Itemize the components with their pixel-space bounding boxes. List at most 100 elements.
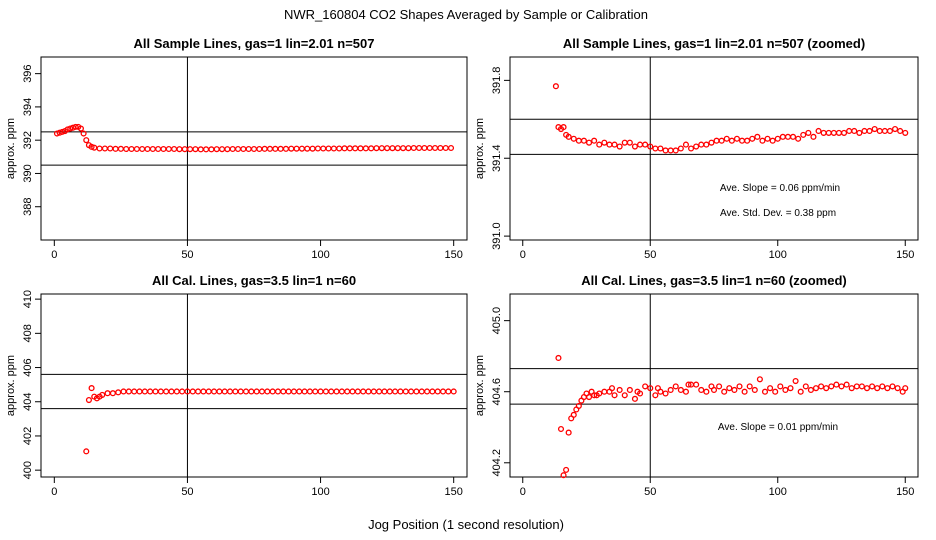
data-point xyxy=(293,145,300,152)
data-point xyxy=(389,145,396,152)
data-point xyxy=(189,388,196,395)
data-point xyxy=(703,141,710,148)
data-point xyxy=(155,145,162,153)
data-point xyxy=(402,388,409,395)
data-point xyxy=(365,388,372,395)
data-point xyxy=(891,125,899,133)
data-point xyxy=(563,466,570,473)
data-point xyxy=(421,144,428,152)
data-point xyxy=(147,388,154,395)
data-point xyxy=(889,383,896,390)
data-point xyxy=(221,388,228,395)
data-point xyxy=(733,135,740,142)
data-point xyxy=(721,388,728,395)
data-point xyxy=(616,386,623,393)
data-point xyxy=(282,145,290,152)
data-point xyxy=(240,145,247,153)
data-point xyxy=(426,144,433,152)
data-point xyxy=(575,402,582,409)
y-tick-label: 391.4 xyxy=(491,144,503,172)
data-point xyxy=(657,145,664,152)
data-points xyxy=(555,354,909,479)
data-point xyxy=(242,388,250,395)
y-tick-label: 391.0 xyxy=(491,222,503,250)
data-point xyxy=(726,385,733,392)
data-point xyxy=(219,146,226,153)
data-point xyxy=(123,145,130,153)
data-point xyxy=(229,145,236,153)
y-tick-label: 404.6 xyxy=(491,378,503,406)
data-point xyxy=(698,386,705,393)
data-point xyxy=(825,129,832,136)
y-axis-label: approx. ppm xyxy=(5,118,17,179)
data-point xyxy=(248,388,255,395)
data-point xyxy=(83,448,90,455)
y-tick-label: 388 xyxy=(22,198,34,216)
data-point xyxy=(687,145,695,152)
data-point xyxy=(179,388,186,395)
data-point xyxy=(410,144,417,152)
data-point xyxy=(767,385,774,392)
data-point xyxy=(820,129,827,136)
data-point xyxy=(626,139,633,146)
data-point xyxy=(306,388,313,395)
data-point xyxy=(652,392,659,399)
data-point xyxy=(232,388,239,395)
data-point xyxy=(447,144,455,152)
data-point xyxy=(565,429,572,436)
data-point xyxy=(606,141,613,148)
data-point xyxy=(560,472,567,479)
data-point xyxy=(552,83,559,90)
data-point xyxy=(450,388,457,395)
data-point xyxy=(314,145,321,152)
data-point xyxy=(439,388,447,395)
data-point xyxy=(333,388,340,395)
panel-title: All Cal. Lines, gas=3.5 lin=1 n=60 (zoom… xyxy=(581,273,847,288)
data-point xyxy=(764,135,771,142)
data-point xyxy=(53,130,61,137)
y-tick-label: 392 xyxy=(22,131,34,149)
x-tick-label: 50 xyxy=(181,486,193,498)
data-point xyxy=(224,146,231,153)
x-tick-label: 150 xyxy=(896,486,914,498)
panel-2: All Sample Lines, gas=1 lin=2.01 n=507 (… xyxy=(474,36,919,261)
data-point xyxy=(234,145,242,153)
data-point xyxy=(80,130,87,137)
data-point xyxy=(424,388,431,395)
data-point xyxy=(181,146,188,153)
x-tick-label: 100 xyxy=(769,249,787,261)
panel-title: All Sample Lines, gas=1 lin=2.01 n=507 (… xyxy=(563,36,865,51)
data-point xyxy=(250,145,258,153)
y-axis-label: approx. ppm xyxy=(474,118,486,179)
data-point xyxy=(157,388,164,395)
data-point xyxy=(85,396,92,404)
y-axis-label: approx. ppm xyxy=(474,355,486,416)
data-point xyxy=(746,383,753,390)
data-point xyxy=(266,145,274,152)
data-point xyxy=(336,145,343,152)
data-point xyxy=(698,141,705,148)
data-point xyxy=(642,383,649,390)
data-point xyxy=(149,145,156,153)
data-point xyxy=(866,127,873,135)
y-tick-label: 404.2 xyxy=(491,449,503,477)
data-point xyxy=(693,143,700,150)
data-point xyxy=(296,388,303,395)
y-tick-label: 400 xyxy=(22,461,34,479)
data-point xyxy=(133,145,140,153)
data-point xyxy=(718,137,725,144)
x-tick-label: 0 xyxy=(520,486,526,498)
data-point xyxy=(728,137,735,144)
data-point xyxy=(346,145,353,152)
data-point xyxy=(772,388,779,395)
panel-3: All Cal. Lines, gas=3.5 lin=1 n=60 approx… xyxy=(5,273,468,498)
data-point xyxy=(256,145,263,153)
data-point xyxy=(280,388,287,395)
data-point xyxy=(434,388,441,395)
data-point xyxy=(710,386,718,393)
data-point xyxy=(431,144,439,152)
data-point xyxy=(131,388,138,395)
data-point xyxy=(139,145,146,153)
plot-frame xyxy=(509,293,919,478)
data-point xyxy=(298,145,305,152)
